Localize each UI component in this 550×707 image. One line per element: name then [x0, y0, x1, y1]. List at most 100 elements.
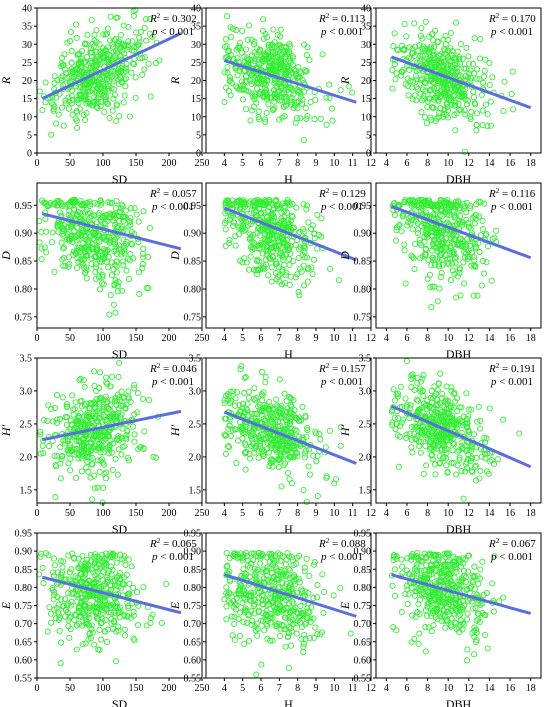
data-point — [227, 24, 234, 31]
data-point — [79, 227, 87, 234]
data-point — [284, 63, 291, 70]
data-point — [416, 42, 423, 49]
data-point — [461, 148, 468, 155]
data-point — [100, 281, 107, 288]
data-point — [139, 54, 146, 62]
y-tick-label: 5 — [196, 130, 201, 141]
y-tick-label: 15 — [191, 94, 201, 105]
data-point — [125, 23, 132, 31]
data-point — [417, 32, 424, 39]
data-point — [233, 27, 240, 34]
x-tick-label: 50 — [65, 508, 75, 519]
data-point — [135, 218, 142, 225]
data-point — [470, 431, 478, 438]
data-point — [337, 442, 344, 449]
data-point — [131, 637, 138, 644]
points — [36, 550, 170, 667]
data-point — [45, 402, 52, 409]
data-point — [89, 229, 96, 236]
data-point — [300, 201, 307, 208]
data-point — [444, 47, 451, 54]
data-point — [93, 103, 100, 110]
x-tick-label: 150 — [129, 683, 144, 694]
data-point — [117, 68, 124, 75]
data-point — [73, 21, 80, 28]
data-point — [64, 39, 71, 46]
data-point — [240, 81, 247, 88]
data-point — [233, 459, 240, 467]
data-point — [96, 626, 103, 633]
data-point — [104, 246, 111, 254]
data-point — [112, 658, 120, 665]
data-point — [304, 44, 311, 51]
data-point — [42, 215, 49, 222]
data-point — [402, 280, 409, 287]
data-point — [60, 122, 67, 129]
data-point — [347, 630, 354, 637]
data-point — [292, 119, 299, 126]
data-point — [431, 27, 439, 34]
y-axis-label: R — [338, 76, 352, 85]
x-tick-label: 14 — [484, 158, 494, 169]
data-point — [475, 403, 482, 410]
data-point — [57, 444, 64, 451]
data-point — [254, 632, 261, 639]
data-point — [263, 92, 271, 99]
data-point — [509, 68, 516, 75]
data-point — [409, 449, 416, 456]
data-point — [110, 95, 117, 102]
data-point — [242, 466, 249, 473]
data-point — [401, 247, 408, 254]
data-point — [261, 209, 268, 216]
data-point — [278, 209, 285, 216]
data-point — [121, 632, 129, 639]
data-point — [87, 49, 94, 56]
data-point — [130, 255, 137, 262]
data-point — [121, 626, 128, 633]
data-point — [128, 241, 136, 248]
data-point — [510, 106, 517, 113]
data-point — [131, 205, 138, 212]
data-point — [500, 107, 507, 115]
data-point — [256, 232, 263, 239]
data-point — [58, 104, 65, 111]
data-point — [224, 53, 231, 61]
data-point — [466, 60, 473, 67]
data-point — [75, 244, 82, 251]
data-point — [300, 649, 307, 656]
data-point — [56, 627, 63, 635]
data-point — [279, 200, 286, 207]
data-point — [124, 42, 131, 49]
data-point — [121, 247, 128, 254]
x-axis-label: H — [284, 522, 293, 536]
y-tick-label: 2.5 — [359, 419, 372, 430]
data-point — [411, 266, 418, 273]
x-tick-label: 50 — [65, 158, 75, 169]
data-point — [453, 110, 460, 117]
data-point — [443, 51, 450, 58]
y-tick-label: 0.65 — [15, 637, 33, 648]
data-point — [76, 91, 83, 98]
y-tick-label: 5 — [366, 130, 371, 141]
x-tick-label: 200 — [162, 683, 177, 694]
data-point — [452, 19, 460, 26]
data-point — [442, 32, 449, 39]
data-point — [260, 35, 267, 42]
y-tick-label: 0.80 — [354, 284, 372, 295]
x-tick-label: 100 — [96, 333, 111, 344]
data-point — [60, 254, 67, 262]
y-tick-label: 1.5 — [20, 485, 33, 496]
data-point — [122, 75, 130, 82]
data-point — [69, 93, 76, 100]
data-point — [462, 65, 469, 72]
data-point — [282, 102, 290, 109]
data-point — [269, 210, 276, 217]
data-point — [64, 201, 71, 208]
data-point — [221, 69, 228, 76]
data-point — [479, 107, 486, 114]
data-point — [91, 98, 98, 105]
x-axis-label: SD — [112, 347, 128, 361]
data-point — [118, 201, 125, 208]
data-point — [266, 53, 273, 60]
